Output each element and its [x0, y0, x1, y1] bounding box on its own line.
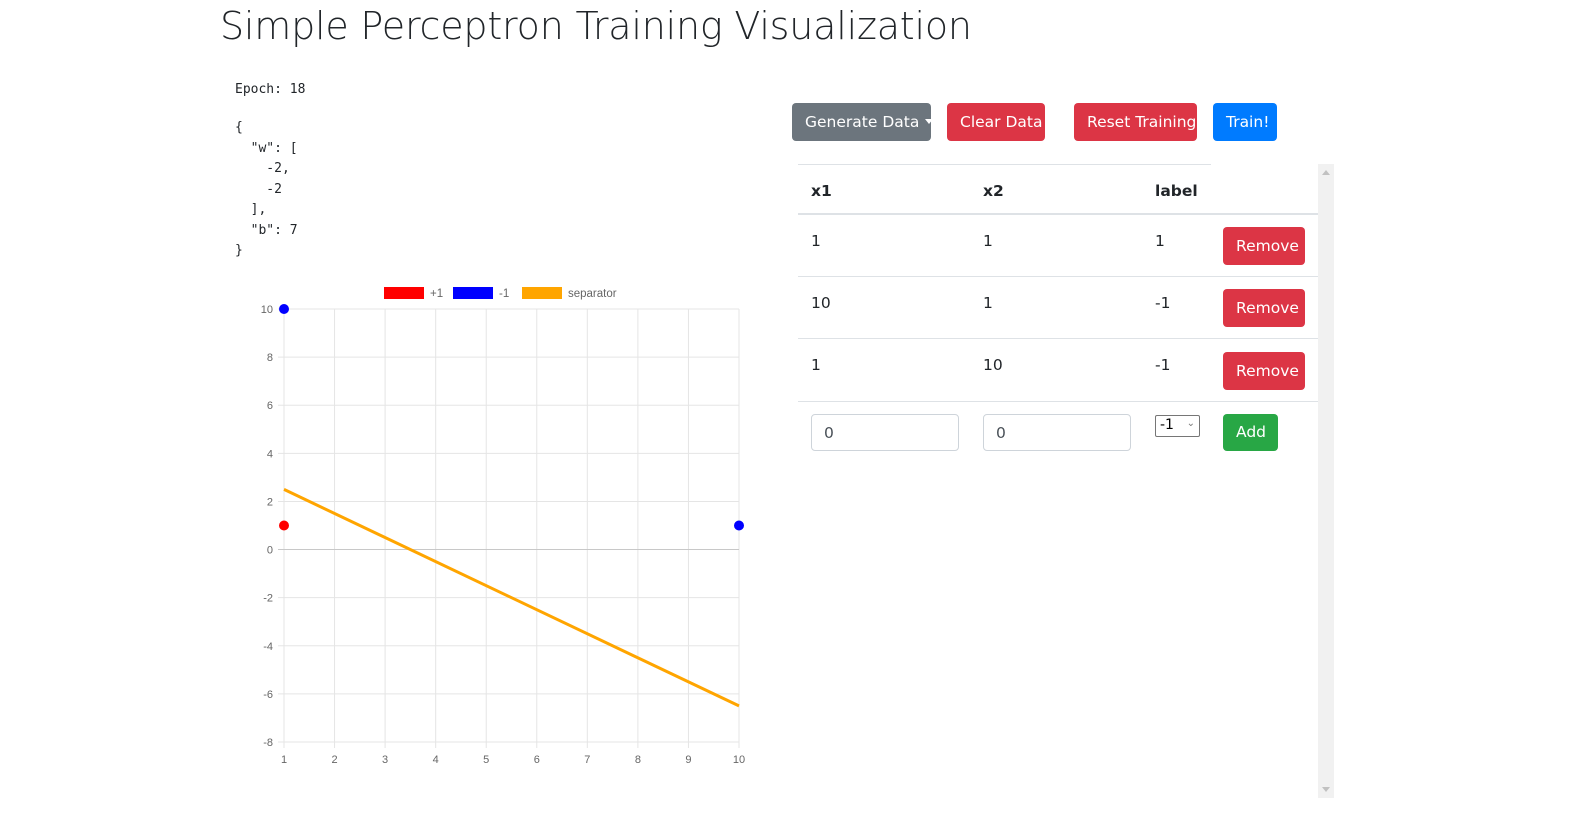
train-button[interactable]: Train!: [1213, 103, 1277, 141]
y-tick-label: -8: [263, 737, 273, 749]
generate-data-label: Generate Data: [805, 113, 920, 131]
perceptron-chart: 1 2 3 4 5 6 7 8 9 10 10 8 6 4 2 0 -2 -4 -6 -8 +1 -1 separator: [261, 287, 745, 766]
table-header-border: [798, 213, 1318, 215]
legend-label: separator: [568, 288, 617, 300]
x-tick-label: 7: [584, 754, 590, 766]
page-title: Simple Perceptron Training Visualization: [220, 4, 972, 48]
table-scrollbar[interactable]: [1318, 164, 1334, 798]
cell-x2: 10: [983, 356, 1003, 374]
cell-x2: 1: [983, 294, 993, 312]
caret-down-icon: [925, 119, 934, 124]
y-tick-label: 10: [261, 304, 273, 316]
chevron-down-icon: ⌄: [1186, 418, 1195, 429]
cell-label: 1: [1155, 232, 1165, 250]
y-tick-label: 4: [267, 448, 273, 460]
y-tick-label: -2: [263, 593, 273, 605]
legend-label: +1: [430, 288, 443, 300]
column-header-x1: x1: [811, 182, 832, 200]
y-tick-label: 6: [267, 400, 273, 412]
label-select-value: -1: [1160, 417, 1174, 433]
cell-label: -1: [1155, 294, 1171, 312]
new-x1-input[interactable]: [811, 414, 959, 451]
scroll-up-arrow-icon[interactable]: [1322, 170, 1330, 175]
x-tick-label: 3: [382, 754, 388, 766]
cell-label: -1: [1155, 356, 1171, 374]
y-tick-label: 2: [267, 496, 273, 508]
scroll-down-arrow-icon[interactable]: [1322, 787, 1330, 792]
x-tick-label: 2: [331, 754, 337, 766]
remove-row-button[interactable]: Remove: [1223, 227, 1305, 265]
reset-training-button[interactable]: Reset Training: [1074, 103, 1197, 141]
add-row-button[interactable]: Add: [1223, 414, 1278, 451]
column-header-x2: x2: [983, 182, 1004, 200]
model-state-json: { "w": [ -2, -2 ], "b": 7 }: [235, 120, 298, 258]
legend-swatch: [453, 287, 493, 299]
y-tick-label: 8: [267, 352, 273, 364]
x-tick-label: 9: [685, 754, 691, 766]
x-tick-label: 10: [733, 754, 745, 766]
remove-row-button[interactable]: Remove: [1223, 352, 1305, 390]
cell-x1: 10: [811, 294, 831, 312]
generate-data-dropdown-button[interactable]: Generate Data: [792, 103, 934, 141]
legend-label: -1: [499, 288, 509, 300]
column-header-label: label: [1155, 182, 1198, 200]
table-top-border: [798, 164, 1211, 165]
new-x2-input[interactable]: [983, 414, 1131, 451]
data-point: [734, 520, 744, 531]
x-tick-label: 4: [433, 754, 439, 766]
x-tick-label: 6: [534, 754, 540, 766]
x-tick-label: 8: [635, 754, 641, 766]
row-divider: [798, 338, 1318, 339]
x-tick-label: 1: [281, 754, 287, 766]
y-tick-label: -4: [263, 641, 273, 653]
data-point: [279, 520, 289, 531]
data-point: [279, 304, 289, 314]
cell-x1: 1: [811, 356, 821, 374]
cell-x2: 1: [983, 232, 993, 250]
epoch-counter: Epoch: 18: [235, 82, 306, 97]
legend-swatch: [522, 287, 562, 299]
new-label-select[interactable]: -1 ⌄: [1155, 415, 1200, 437]
row-divider: [798, 401, 1318, 402]
clear-data-button[interactable]: Clear Data: [947, 103, 1045, 141]
y-tick-label: -6: [263, 689, 273, 701]
separator-line: [283, 488, 740, 708]
x-tick-label: 5: [483, 754, 489, 766]
y-tick-label: 0: [267, 545, 273, 557]
legend-swatch: [384, 287, 424, 299]
remove-row-button[interactable]: Remove: [1223, 289, 1305, 327]
row-divider: [798, 276, 1318, 277]
cell-x1: 1: [811, 232, 821, 250]
